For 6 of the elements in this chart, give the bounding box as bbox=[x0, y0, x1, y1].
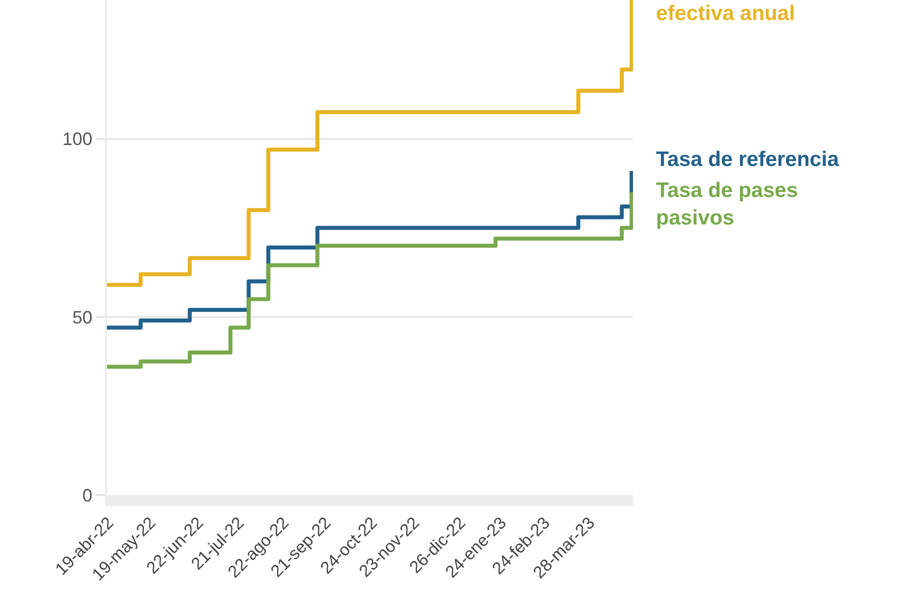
y-tick-label: 100 bbox=[62, 129, 92, 150]
y-tick-label: 0 bbox=[82, 485, 92, 506]
series-label: Tasa de pases pasivos bbox=[656, 179, 798, 230]
y-tick-label: 50 bbox=[72, 307, 92, 328]
series-label: Tasa de referencia bbox=[656, 148, 840, 171]
series-label: efectiva anual bbox=[656, 2, 795, 25]
